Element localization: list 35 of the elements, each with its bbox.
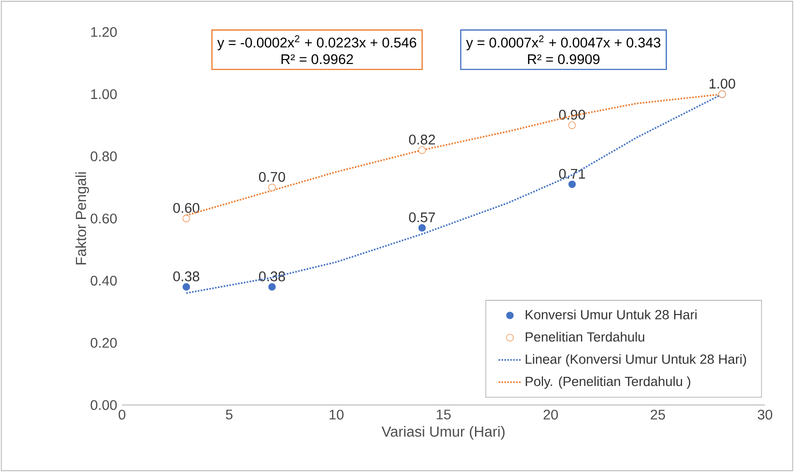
point xyxy=(418,146,426,154)
data-label: 0.70 xyxy=(259,172,286,182)
data-label: 0.82 xyxy=(409,134,435,145)
y-tick-label: 0.60 xyxy=(90,214,117,224)
annotation: y = 0.0007x$^{2}$ + 0.0047x + 0.343 xyxy=(466,35,660,50)
x-tick-label: 5 xyxy=(226,410,232,420)
y-tick-label: 0.00 xyxy=(90,400,117,410)
point xyxy=(182,283,190,291)
y-tick-label: 0.40 xyxy=(90,276,117,286)
legend-label: Konversi Umur Untuk 28 Hari xyxy=(526,310,697,320)
x-tick-label: 25 xyxy=(650,410,666,420)
point xyxy=(418,224,426,232)
data-label: 1.00 xyxy=(710,78,736,89)
annotation: y = -0.0002x$^{2}$ + 0.0223x + 0.546 xyxy=(217,35,416,50)
legend-label: Linear (Konversi Umur Untuk 28 Hari) xyxy=(526,354,746,366)
y-tick-label: 1.20 xyxy=(91,27,117,37)
annotation: R² = 0.9962 xyxy=(282,54,353,64)
data-label: 0.57 xyxy=(409,212,435,222)
y-tick-label: 0.80 xyxy=(90,151,117,162)
point xyxy=(268,283,276,291)
legend-label: Poly. (Penelitian Terdahulu ) xyxy=(526,376,690,389)
x-tick-label: 20 xyxy=(544,410,558,420)
data-label: 0.60 xyxy=(173,203,200,213)
y-tick-label: 0.20 xyxy=(90,338,117,348)
data-label: 0.38 xyxy=(173,271,200,282)
x-tick-label: 10 xyxy=(330,410,344,420)
legend-label: Penelitian Terdahulu xyxy=(526,332,644,342)
x-tick-label: 0 xyxy=(118,410,126,420)
x-tick-label: 30 xyxy=(758,410,772,420)
y-axis-title: Faktor Pengali xyxy=(75,172,89,264)
annotation: R² = 0.9909 xyxy=(528,54,600,64)
x-axis-title: Variasi Umur (Hari) xyxy=(382,426,505,440)
point xyxy=(568,180,576,188)
y-tick-label: 1.00 xyxy=(91,89,117,100)
x-tick-label: 15 xyxy=(436,410,451,420)
